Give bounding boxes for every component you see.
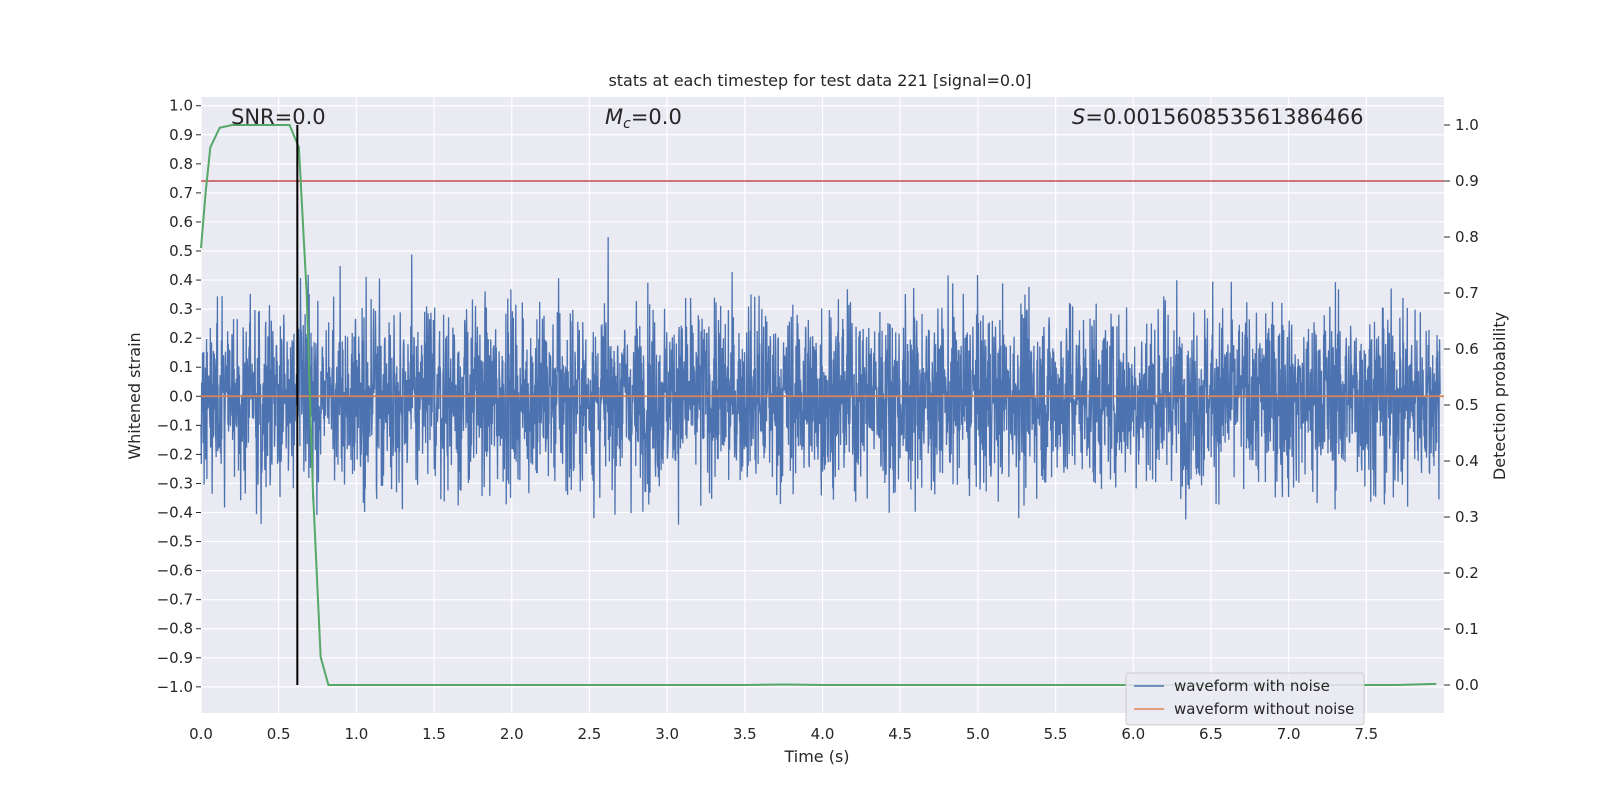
y-tick-label: 0.4 [169,271,193,289]
x-tick-label: 6.5 [1199,725,1223,743]
y2-tick-label: 0.7 [1455,284,1479,302]
detection-probability-line [200,124,1437,686]
x-tick-label: 3.5 [733,725,757,743]
y-tick-label: −0.3 [157,474,193,492]
annotation-s-symbol: S [1072,105,1085,129]
x-tick-label: 1.0 [344,725,368,743]
x-axis-label: Time (s) [783,747,849,766]
y-tick-label: −0.4 [157,504,193,522]
y-tick-label: −0.9 [157,649,193,667]
x-tick-label: 1.5 [422,725,446,743]
y-tick-label: −0.2 [157,445,193,463]
annotation-chirp-mass: Mc=0.0 [605,105,682,132]
y2-tick-label: 0.6 [1455,340,1479,358]
y-axis-label: Whitened strain [125,332,144,459]
y-tick-label: 0.2 [169,329,193,347]
annotation-snr: SNR=0.0 [231,105,326,129]
y-tick-label: −0.7 [157,591,193,609]
y2-axis-ticks: 1.0 0.9 0.8 0.7 0.6 0.5 0.4 0.3 0.2 0.1 0.0 [1444,116,1479,694]
x-tick-label: 7.0 [1277,725,1301,743]
y2-tick-label: 0.9 [1455,172,1479,190]
legend: waveform with noise waveform without noi… [1125,672,1365,726]
x-tick-label: 3.0 [655,725,679,743]
y-tick-label: 0.9 [169,126,193,144]
y2-tick-label: 0.1 [1455,620,1479,638]
x-tick-label: 2.0 [500,725,524,743]
y-tick-label: 0.5 [169,242,193,260]
x-tick-label: 6.0 [1121,725,1145,743]
y-tick-label: −0.5 [157,533,193,551]
y2-tick-label: 1.0 [1455,116,1479,134]
y2-tick-label: 0.3 [1455,508,1479,526]
annotation-chirp-mass-value: =0.0 [631,105,682,129]
y2-axis-label: Detection probability [1490,312,1509,480]
x-tick-label: 0.5 [267,725,291,743]
noise-waveform-line [200,237,1441,525]
legend-box [1125,672,1365,726]
y-tick-label: 0.8 [169,155,193,173]
y2-tick-label: 0.4 [1455,452,1479,470]
x-tick-label: 5.5 [1044,725,1068,743]
y-tick-label: −0.8 [157,620,193,638]
legend-label-noise: waveform with noise [1174,677,1330,695]
y-tick-label: 1.0 [169,97,193,115]
annotation-chirp-mass-sub: c [623,116,631,132]
y-tick-label: 0.0 [169,387,193,405]
x-tick-label: 0.0 [189,725,213,743]
y-tick-label: −0.1 [157,416,193,434]
annotation-chirp-mass-symbol: M [605,105,623,129]
x-tick-label: 4.0 [811,725,835,743]
x-axis-ticks: 0.0 0.5 1.0 1.5 2.0 2.5 3.0 3.5 4.0 4.5 5.0 5.5 6.0 6… [189,725,1378,743]
y2-tick-label: 0.8 [1455,228,1479,246]
y2-tick-label: 0.2 [1455,564,1479,582]
series-waveform-with-noise [200,237,1441,525]
y-tick-label: 0.1 [169,358,193,376]
x-tick-label: 4.5 [888,725,912,743]
x-tick-label: 5.0 [966,725,990,743]
x-tick-label: 2.5 [578,725,602,743]
overlays [200,124,1444,686]
y2-tick-label: 0.0 [1455,676,1479,694]
y-tick-label: 0.7 [169,184,193,202]
x-tick-label: 7.5 [1354,725,1378,743]
y-tick-label: −0.6 [157,562,193,580]
annotation-s-value: =0.001560853561386466 [1085,105,1363,129]
legend-label-clean: waveform without noise [1174,700,1354,718]
chart-title: stats at each timestep for test data 221… [608,71,1031,90]
y-tick-label: −1.0 [157,678,193,696]
y-axis-ticks: 1.0 0.9 0.8 0.7 0.6 0.5 0.4 0.3 0.2 0.1 0.0 −0.1 −0.… [157,97,201,696]
annotation-s: S=0.001560853561386466 [1072,105,1363,129]
y-tick-label: 0.3 [169,300,193,318]
y2-tick-label: 0.5 [1455,396,1479,414]
y-tick-label: 0.6 [169,213,193,231]
